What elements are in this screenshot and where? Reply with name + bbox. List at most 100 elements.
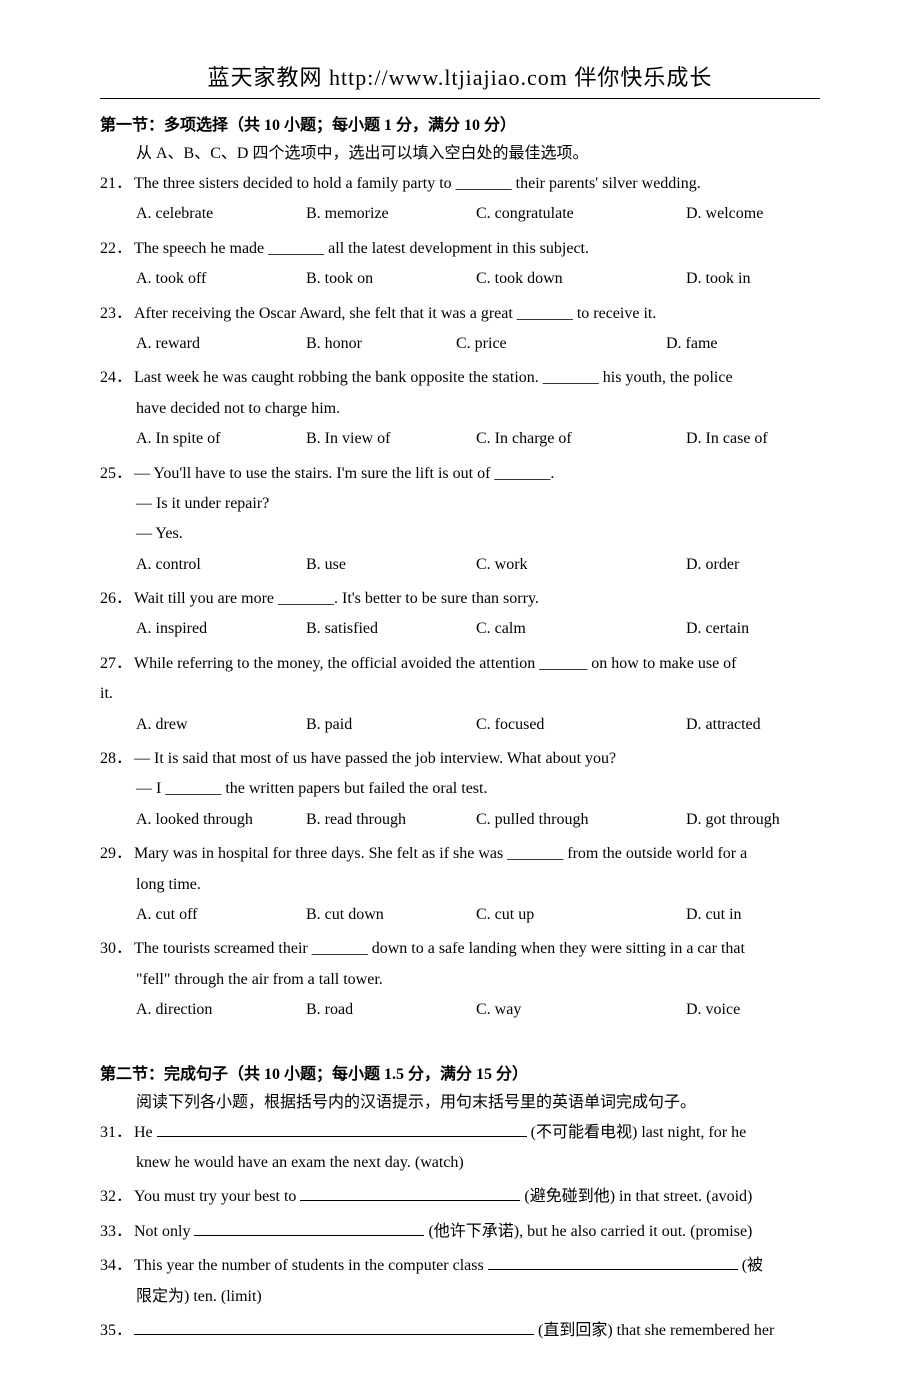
section2-instruction: 阅读下列各小题，根据括号内的汉语提示，用句末括号里的英语单词完成句子。 [136,1088,820,1112]
question-options: A. cut off B. cut down C. cut up D. cut … [136,900,820,930]
question-hint: (避免碰到他) in that street. (avoid) [520,1188,752,1205]
question-stem: While referring to the money, the offici… [134,655,737,672]
option-a: A. direction [136,995,306,1025]
question-line3: — Yes. [136,519,820,549]
option-c: C. work [476,550,686,580]
question-line2: — I _______ the written papers but faile… [136,774,820,804]
question-options: A. looked through B. read through C. pul… [136,805,820,835]
question-hint: (直到回家) that she remembered her [534,1322,774,1339]
question-line1: — You'll have to use the stairs. I'm sur… [134,465,554,482]
option-c: C. pulled through [476,805,686,835]
question-number: 31． [100,1118,134,1148]
question-number: 28． [100,744,134,774]
question-24: 24．Last week he was caught robbing the b… [100,363,820,454]
option-a: A. drew [136,710,306,740]
option-b: B. honor [306,329,456,359]
question-stem: The three sisters decided to hold a fami… [134,175,701,192]
question-stem: The speech he made _______ all the lates… [134,240,589,257]
option-d: D. took in [686,264,820,294]
question-28: 28．— It is said that most of us have pas… [100,744,820,835]
question-options: A. drew B. paid C. focused D. attracted [136,710,820,740]
question-number: 24． [100,363,134,393]
section1-instruction: 从 A、B、C、D 四个选项中，选出可以填入空白处的最佳选项。 [136,139,820,163]
question-stem: Wait till you are more _______. It's bet… [134,590,539,607]
question-number: 32． [100,1182,134,1212]
question-21: 21．The three sisters decided to hold a f… [100,169,820,230]
question-22: 22．The speech he made _______ all the la… [100,234,820,295]
question-line2: 限定为) ten. (limit) [136,1282,820,1312]
question-35: 35． (直到回家) that she remembered her [100,1316,820,1346]
question-29: 29．Mary was in hospital for three days. … [100,839,820,930]
option-b: B. use [306,550,476,580]
blank-line [134,1318,534,1335]
option-d: D. got through [686,805,820,835]
question-options: A. took off B. took on C. took down D. t… [136,264,820,294]
option-a: A. cut off [136,900,306,930]
option-d: D. In case of [686,424,820,454]
question-number: 26． [100,584,134,614]
question-line1: — It is said that most of us have passed… [134,750,616,767]
option-a: A. control [136,550,306,580]
option-d: D. fame [666,329,820,359]
page-header: 蓝天家教网 http://www.ltjiajiao.com 伴你快乐成长 [100,60,820,99]
question-number: 29． [100,839,134,869]
question-number: 34． [100,1251,134,1281]
question-hint: (不可能看电视) last night, for he [527,1124,747,1141]
question-number: 21． [100,169,134,199]
question-34: 34．This year the number of students in t… [100,1251,820,1312]
question-32: 32．You must try your best to (避免碰到他) in … [100,1182,820,1212]
option-c: C. way [476,995,686,1025]
question-pre: You must try your best to [134,1188,300,1205]
blank-line [488,1253,738,1270]
option-b: B. road [306,995,476,1025]
option-b: B. In view of [306,424,476,454]
question-stem: The tourists screamed their _______ down… [134,940,745,957]
question-options: A. control B. use C. work D. order [136,550,820,580]
option-c: C. congratulate [476,199,686,229]
question-stem-line2: have decided not to charge him. [136,394,820,424]
question-pre: This year the number of students in the … [134,1257,488,1274]
option-b: B. cut down [306,900,476,930]
question-options: A. inspired B. satisfied C. calm D. cert… [136,614,820,644]
page-container: 蓝天家教网 http://www.ltjiajiao.com 伴你快乐成长 第一… [0,0,920,1390]
question-hint: (他许下承诺), but he also carried it out. (pr… [424,1223,752,1240]
question-stem: Last week he was caught robbing the bank… [134,369,733,386]
option-d: D. order [686,550,820,580]
question-number: 33． [100,1217,134,1247]
question-number: 30． [100,934,134,964]
question-23: 23．After receiving the Oscar Award, she … [100,299,820,360]
question-pre: He [134,1124,157,1141]
question-pre: Not only [134,1223,194,1240]
option-a: A. reward [136,329,306,359]
section1-title: 第一节：多项选择（共 10 小题；每小题 1 分，满分 10 分） [100,111,820,135]
question-30: 30．The tourists screamed their _______ d… [100,934,820,1025]
option-b: B. paid [306,710,476,740]
question-stem-line2: it. [100,679,820,709]
option-b: B. read through [306,805,476,835]
option-c: C. cut up [476,900,686,930]
option-b: B. memorize [306,199,476,229]
question-31: 31．He (不可能看电视) last night, for he knew h… [100,1118,820,1179]
question-options: A. celebrate B. memorize C. congratulate… [136,199,820,229]
question-number: 23． [100,299,134,329]
question-number: 27． [100,649,134,679]
question-hint: (被 [738,1257,763,1274]
option-c: C. In charge of [476,424,686,454]
option-c: C. focused [476,710,686,740]
blank-line [300,1184,520,1201]
option-c: C. took down [476,264,686,294]
question-stem: After receiving the Oscar Award, she fel… [134,305,656,322]
blank-line [157,1120,527,1137]
option-d: D. welcome [686,199,820,229]
question-33: 33．Not only (他许下承诺), but he also carried… [100,1217,820,1247]
option-c: C. calm [476,614,686,644]
question-options: A. reward B. honor C. price D. fame [136,329,820,359]
question-options: A. direction B. road C. way D. voice [136,995,820,1025]
question-number: 25． [100,459,134,489]
option-d: D. attracted [686,710,820,740]
option-d: D. voice [686,995,820,1025]
question-line2: knew he would have an exam the next day.… [136,1148,820,1178]
option-a: A. took off [136,264,306,294]
option-a: A. celebrate [136,199,306,229]
option-b: B. satisfied [306,614,476,644]
